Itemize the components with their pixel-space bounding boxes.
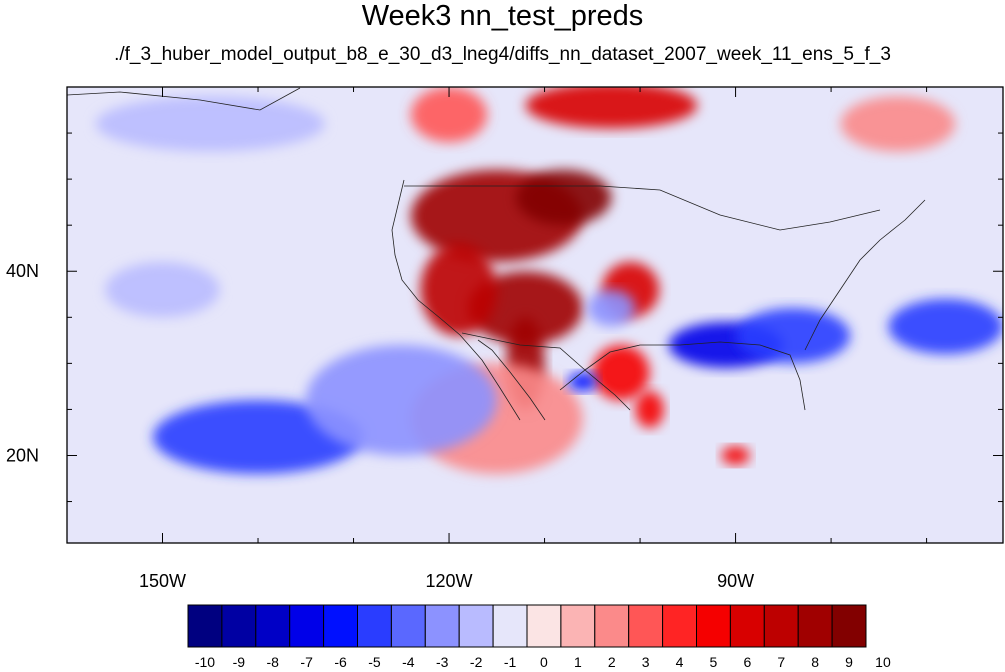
anomaly-field bbox=[95, 87, 1003, 474]
colorbar-label: 10 bbox=[875, 654, 891, 670]
colorbar: -10 -9 -8 -7 -6 -5 -4 -3 -2 -1 0 1 2 3 4 5 6 7 8 9 10 bbox=[187, 604, 891, 670]
plot-subtitle: ./f_3_huber_model_output_b8_e_30_d3_lneg… bbox=[114, 44, 891, 65]
anomaly-region bbox=[95, 96, 325, 152]
colorbar-swatch bbox=[526, 604, 562, 648]
colorbar-label: -2 bbox=[470, 654, 483, 670]
alaska-coast-line bbox=[67, 87, 301, 111]
colorbar-swatch bbox=[560, 604, 596, 648]
anomaly-region bbox=[635, 391, 664, 428]
colorbar-label: -5 bbox=[368, 654, 381, 670]
colorbar-label: -8 bbox=[267, 654, 280, 670]
colorbar-label: 8 bbox=[811, 654, 819, 670]
us-west-coast-line bbox=[391, 179, 521, 421]
colorbar-label: 2 bbox=[608, 654, 616, 670]
anomaly-region bbox=[592, 344, 650, 401]
colorbar-label: -3 bbox=[436, 654, 449, 670]
colorbar-swatch bbox=[323, 604, 359, 648]
x-tick-label: 150W bbox=[139, 571, 186, 591]
map-panel: 150W 120W 90W 40N 20N bbox=[6, 86, 1004, 591]
anomaly-region bbox=[587, 289, 636, 327]
anomaly-region bbox=[105, 262, 220, 318]
colorbar-label: 6 bbox=[743, 654, 751, 670]
anomaly-region bbox=[468, 271, 583, 345]
colorbar-swatch bbox=[424, 604, 460, 648]
anomaly-region bbox=[152, 400, 364, 474]
anomaly-region bbox=[515, 169, 612, 226]
anomaly-region bbox=[735, 308, 851, 364]
colorbar-label: 1 bbox=[574, 654, 582, 670]
anomaly-region bbox=[568, 372, 598, 391]
colorbar-swatch bbox=[729, 604, 765, 648]
x-tick-label: 120W bbox=[426, 571, 473, 591]
anomaly-region bbox=[420, 243, 497, 336]
y-tick-label: 20N bbox=[6, 445, 39, 465]
colorbar-label: -6 bbox=[334, 654, 347, 670]
coastline-and-borders bbox=[67, 87, 926, 421]
colorbar-swatch bbox=[255, 604, 291, 648]
colorbar-label: 3 bbox=[642, 654, 650, 670]
colorbar-swatch bbox=[289, 604, 325, 648]
colorbar-label: 4 bbox=[676, 654, 684, 670]
us-east-coast-line bbox=[804, 199, 926, 351]
axis-ticks bbox=[66, 86, 1003, 543]
anomaly-region bbox=[721, 446, 750, 465]
gulf-of-mexico-coast-line bbox=[559, 341, 806, 411]
anomaly-region bbox=[888, 298, 1003, 355]
plot-title: Week3 nn_test_preds bbox=[361, 0, 644, 32]
colorbar-swatch bbox=[357, 604, 392, 648]
y-tick-label: 40N bbox=[6, 261, 39, 281]
colorbar-swatch bbox=[492, 604, 528, 648]
anomaly-region bbox=[840, 96, 956, 152]
colorbar-label: 7 bbox=[777, 654, 785, 670]
colorbar-swatch bbox=[797, 604, 833, 648]
colorbar-label: 5 bbox=[710, 654, 718, 670]
axis-tick-labels: 150W 120W 90W 40N 20N bbox=[6, 261, 754, 591]
colorbar-swatch bbox=[696, 604, 731, 648]
map-frame bbox=[66, 86, 1004, 544]
colorbar-label: -1 bbox=[504, 654, 517, 670]
colorbar-label: 0 bbox=[540, 654, 548, 670]
anomaly-region bbox=[525, 87, 698, 129]
colorbar-label: -4 bbox=[402, 654, 415, 670]
x-tick-label: 90W bbox=[717, 571, 754, 591]
colorbar-label: -7 bbox=[300, 654, 313, 670]
us-canada-border-line bbox=[404, 185, 881, 231]
colorbar-swatch bbox=[458, 604, 494, 648]
colorbar-swatch bbox=[628, 604, 664, 648]
colorbar-swatch bbox=[221, 604, 257, 648]
colorbar-swatch bbox=[390, 604, 426, 648]
colorbar-swatch bbox=[187, 604, 223, 648]
colorbar-swatch bbox=[594, 604, 630, 648]
colorbar-label: -9 bbox=[233, 654, 246, 670]
colorbar-label: -10 bbox=[195, 654, 215, 670]
baja-gulf-coast-line bbox=[477, 339, 546, 421]
colorbar-swatch bbox=[763, 604, 799, 648]
colorbar-label: 9 bbox=[845, 654, 853, 670]
us-mexico-border-line bbox=[461, 332, 631, 411]
colorbar-swatch bbox=[831, 604, 867, 648]
anomaly-region bbox=[410, 87, 488, 143]
colorbar-swatch bbox=[662, 604, 697, 648]
anomaly-region bbox=[305, 344, 497, 456]
